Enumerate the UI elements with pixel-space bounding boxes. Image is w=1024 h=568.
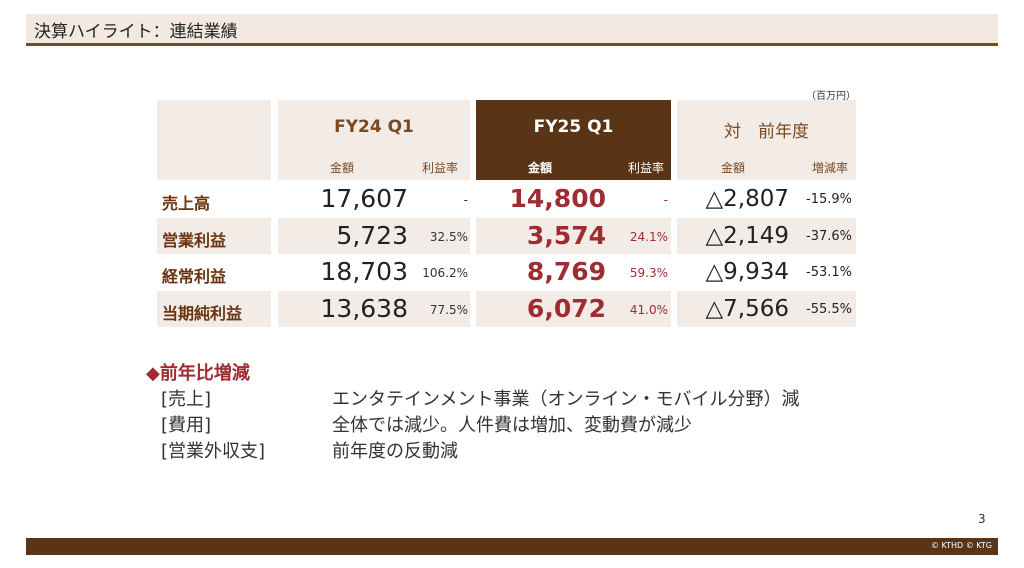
- fy25-margin: 24.1%: [629, 230, 668, 244]
- yoy-diff-pct: -37.6%: [806, 229, 852, 244]
- yoy-item-text: 前年度の反動減: [332, 441, 458, 462]
- fy24-amount: 13,638: [320, 294, 408, 323]
- fy24-margin: 77.5%: [429, 303, 468, 317]
- row-bg: [677, 218, 856, 254]
- yoy-diff-pct: -15.9%: [806, 192, 852, 207]
- subheader-yoy-amount: 金額: [721, 161, 746, 175]
- fy24-margin: -: [463, 193, 468, 207]
- row-bg: [476, 218, 671, 254]
- subheader-fy24-amount: 金額: [330, 161, 355, 175]
- header-cell-yoy: [677, 100, 856, 180]
- yoy-diff: △2,807: [705, 186, 789, 212]
- fy24-margin: 32.5%: [429, 230, 468, 244]
- fy24-amount: 5,723: [336, 221, 408, 250]
- yoy-diff: △9,934: [705, 259, 789, 285]
- row-bg: [677, 291, 856, 327]
- row-label: 売上高: [162, 194, 211, 213]
- yoy-item-label: [費用]: [161, 415, 212, 436]
- header-yoy: 対 前年度: [724, 122, 809, 142]
- header-cell-empty: [157, 100, 271, 180]
- page-title: 決算ハイライト：連結業績: [34, 22, 238, 42]
- yoy-item-label: [営業外収支]: [161, 441, 266, 462]
- yoy-diff: △7,566: [705, 296, 789, 322]
- header-cell-fy25: [476, 100, 671, 180]
- yoy-item-label: [売上]: [161, 389, 212, 410]
- row-bg: [157, 218, 271, 254]
- header-fy25: FY25 Q1: [533, 117, 614, 137]
- footer-bar: © KTHD © KTG: [26, 538, 998, 555]
- yoy-item-text: エンタテインメント事業（オンライン・モバイル分野）減: [332, 389, 800, 410]
- unit-label: （百万円）: [806, 91, 856, 102]
- subheader-fy24-margin: 利益率: [422, 161, 459, 175]
- row-bg: [278, 291, 470, 327]
- fy24-margin: 106.2%: [422, 266, 468, 280]
- row-bg: [278, 218, 470, 254]
- fy25-margin: -: [663, 193, 668, 207]
- row-bg: [476, 291, 671, 327]
- subheader-yoy-growth: 増減率: [812, 161, 849, 175]
- subheader-fy25-margin: 利益率: [628, 161, 665, 175]
- page-number: 3: [978, 512, 986, 526]
- subheader-fy25-amount: 金額: [528, 161, 553, 175]
- fy25-amount: 14,800: [509, 184, 606, 213]
- header-cell-fy24: [278, 100, 470, 180]
- copyright-text: © KTHD © KTG: [930, 541, 992, 550]
- yoy-diff-pct: -55.5%: [806, 302, 852, 317]
- header-fy24: FY24 Q1: [334, 117, 414, 137]
- row-label: 当期純利益: [162, 304, 243, 323]
- fy24-amount: 17,607: [320, 184, 408, 213]
- fy25-amount: 3,574: [526, 221, 606, 250]
- yoy-section-title: ◆前年比増減: [146, 363, 250, 384]
- fy25-amount: 6,072: [526, 294, 606, 323]
- row-label: 営業利益: [162, 231, 227, 250]
- yoy-diff: △2,149: [705, 223, 789, 249]
- row-bg: [157, 291, 271, 327]
- fy25-margin: 41.0%: [629, 303, 668, 317]
- fy25-margin: 59.3%: [629, 266, 668, 280]
- fy25-amount: 8,769: [526, 257, 606, 286]
- yoy-item-text: 全体では減少。人件費は増加、変動費が減少: [332, 415, 692, 436]
- yoy-diff-pct: -53.1%: [806, 265, 852, 280]
- row-label: 経常利益: [162, 267, 227, 286]
- fy24-amount: 18,703: [320, 257, 408, 286]
- title-bar: 決算ハイライト：連結業績: [26, 14, 998, 46]
